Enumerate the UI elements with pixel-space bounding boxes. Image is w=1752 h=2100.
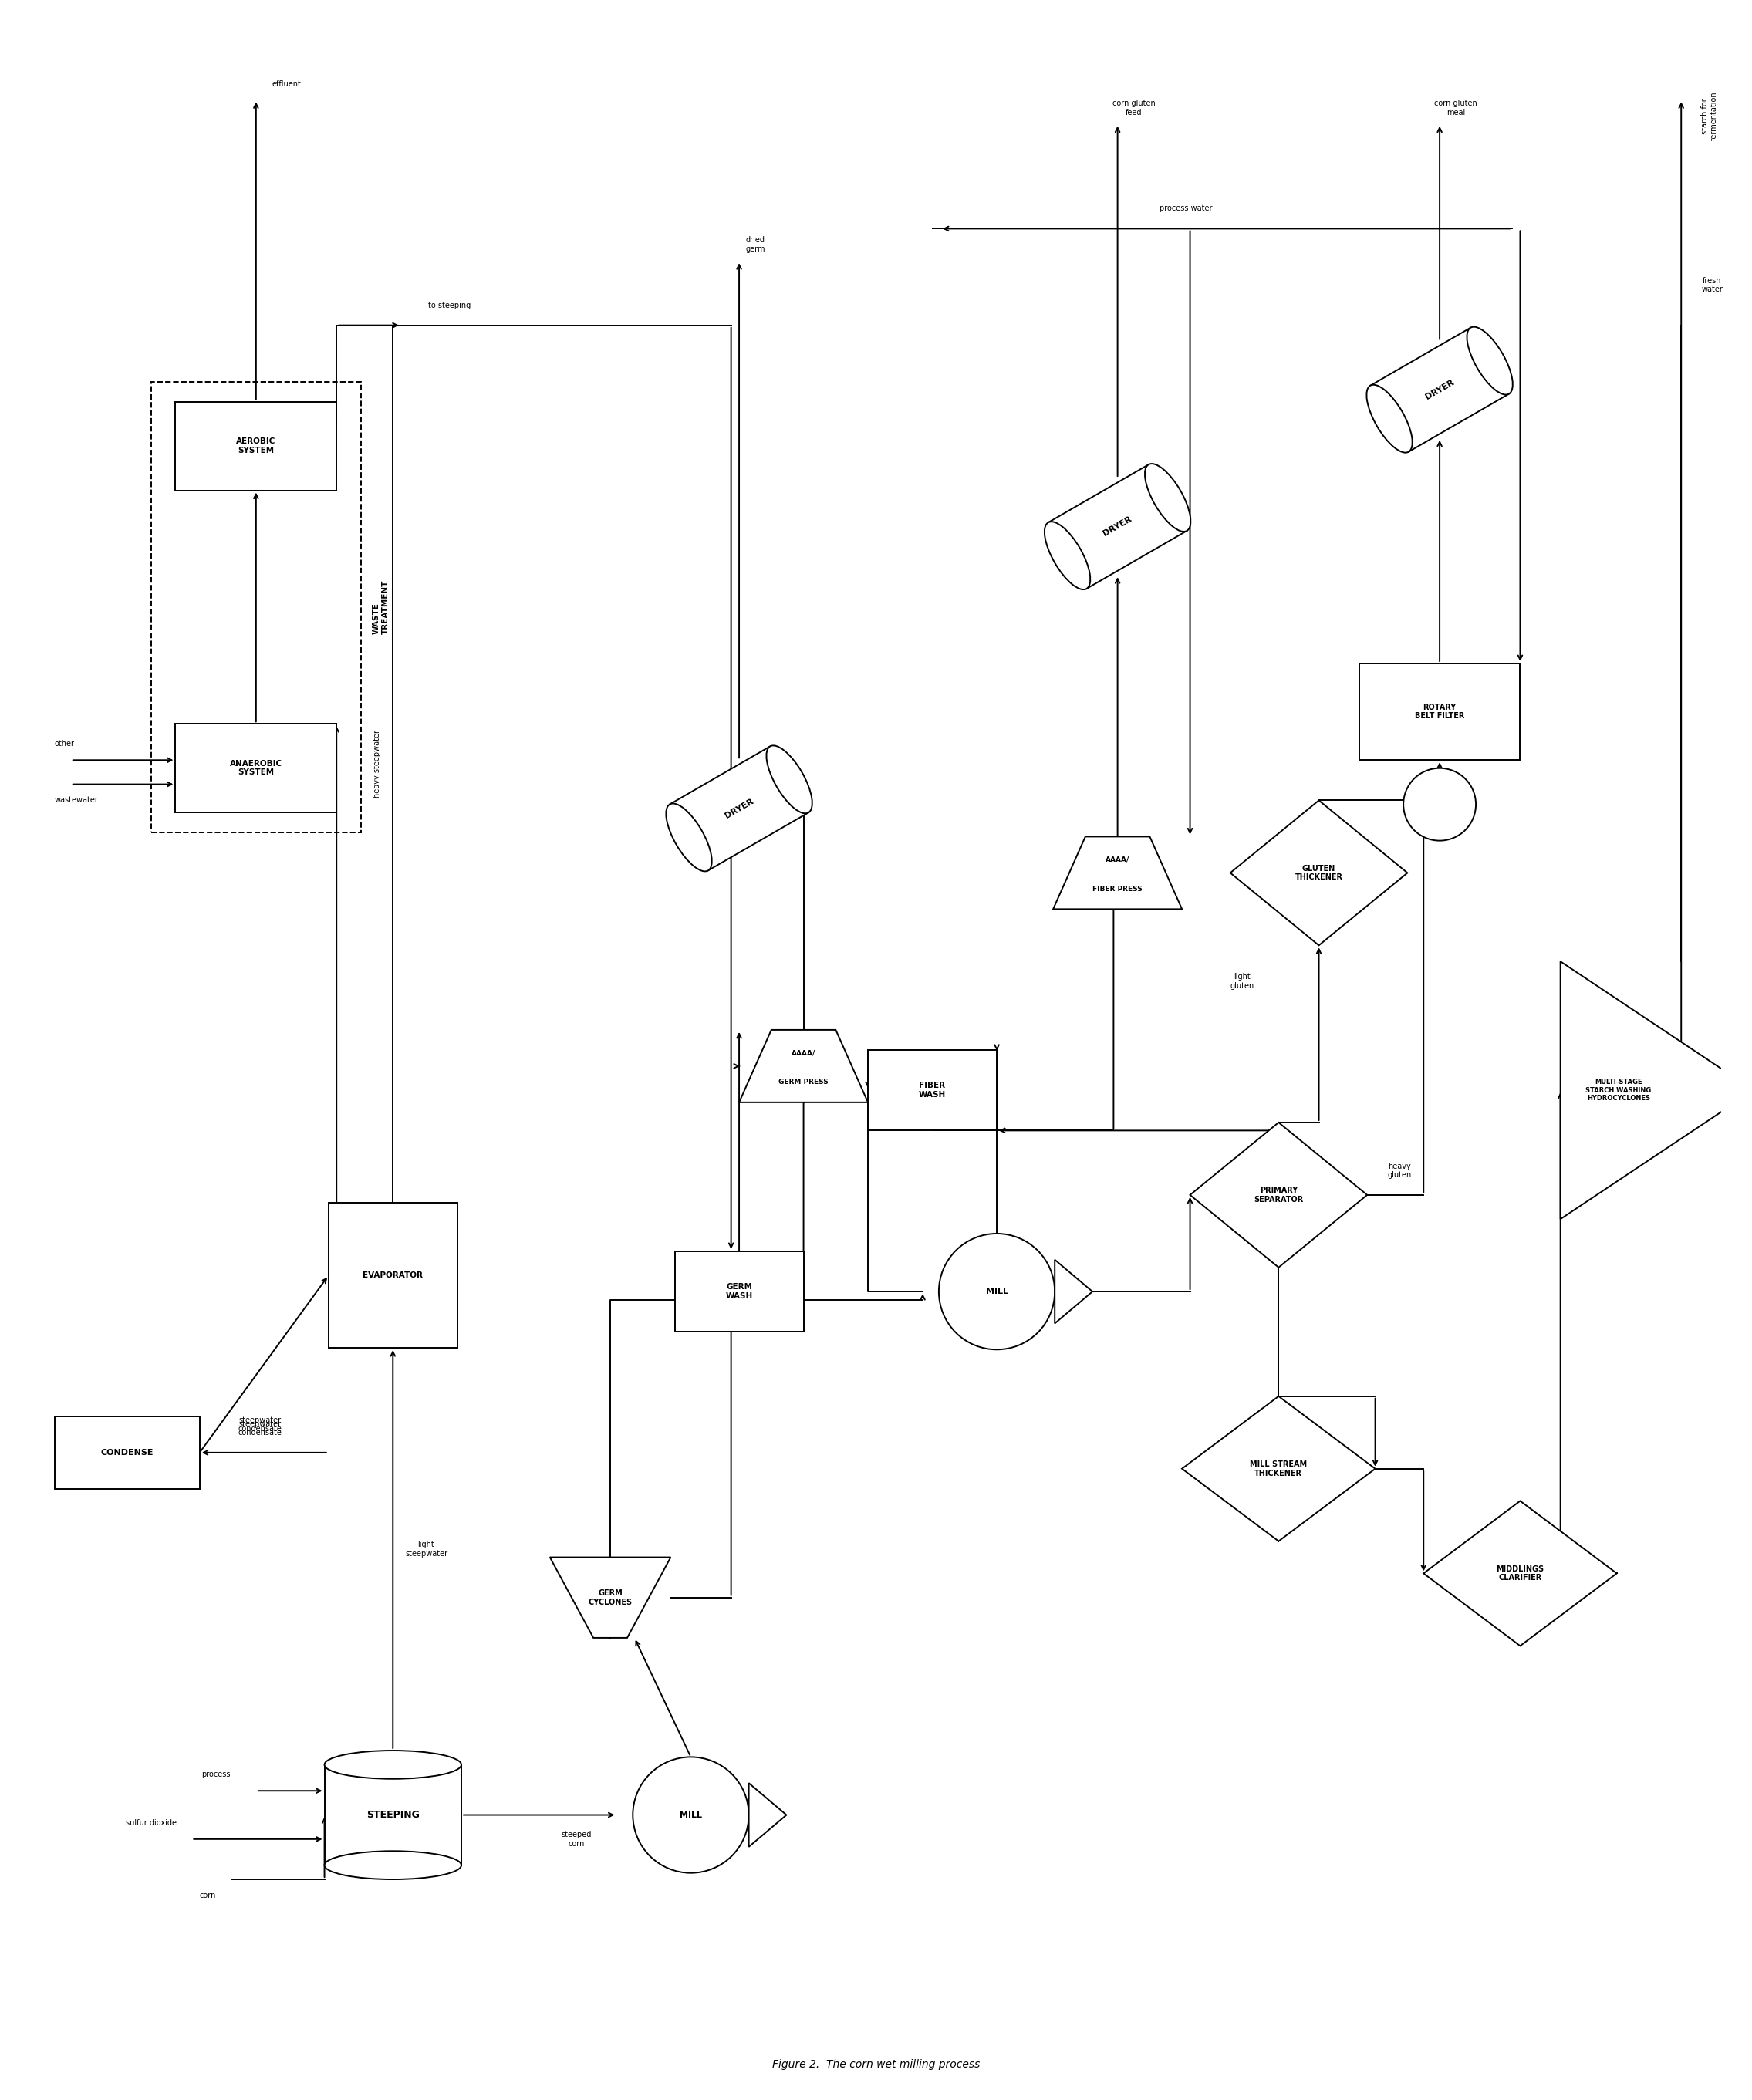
Text: EVAPORATOR: EVAPORATOR: [363, 1273, 422, 1279]
Text: dried
germ: dried germ: [745, 237, 766, 254]
Text: steeped
corn: steeped corn: [561, 1831, 590, 1848]
Text: steepwater
condensate: steepwater condensate: [238, 1415, 282, 1432]
Bar: [867, 1050, 997, 1130]
Ellipse shape: [1367, 384, 1412, 454]
Text: MIDDLINGS
CLARIFIER: MIDDLINGS CLARIFIER: [1496, 1564, 1544, 1581]
Polygon shape: [748, 1783, 787, 1846]
Bar: [324, 1764, 461, 1865]
Text: FIBER
WASH: FIBER WASH: [918, 1082, 946, 1098]
Polygon shape: [550, 1558, 671, 1638]
Bar: [1360, 664, 1521, 760]
Bar: [54, 1415, 200, 1489]
Text: AAAA/: AAAA/: [792, 1050, 816, 1056]
Text: process: process: [201, 1770, 230, 1779]
Text: heavy steepwater: heavy steepwater: [373, 731, 380, 798]
Polygon shape: [1055, 1260, 1093, 1323]
Bar: [669, 745, 808, 871]
Polygon shape: [1190, 1124, 1367, 1268]
Polygon shape: [1561, 962, 1752, 1220]
Text: FIBER PRESS: FIBER PRESS: [1093, 886, 1142, 892]
Bar: [1370, 328, 1508, 452]
Text: GERM PRESS: GERM PRESS: [778, 1079, 829, 1086]
Ellipse shape: [1466, 328, 1512, 395]
Ellipse shape: [1144, 464, 1191, 531]
Text: fresh
water: fresh water: [1701, 277, 1722, 294]
Text: DRYER: DRYER: [1424, 378, 1456, 401]
Circle shape: [632, 1758, 748, 1873]
Polygon shape: [1230, 800, 1407, 945]
Bar: [175, 724, 336, 813]
Ellipse shape: [666, 804, 711, 872]
Text: AEROBIC
SYSTEM: AEROBIC SYSTEM: [237, 437, 275, 454]
Text: GERM
CYCLONES: GERM CYCLONES: [589, 1590, 632, 1606]
Text: starch for
fermentation: starch for fermentation: [1701, 92, 1719, 141]
Ellipse shape: [766, 745, 813, 813]
Polygon shape: [1053, 836, 1183, 909]
Ellipse shape: [324, 1751, 461, 1779]
Bar: [1048, 464, 1186, 588]
Text: MULTI-STAGE
STARCH WASHING
HYDROCYCLONES: MULTI-STAGE STARCH WASHING HYDROCYCLONES: [1586, 1079, 1652, 1102]
Text: PRIMARY
SEPARATOR: PRIMARY SEPARATOR: [1254, 1186, 1303, 1203]
Text: DRYER: DRYER: [1102, 514, 1134, 538]
Bar: [675, 1252, 804, 1331]
Text: Figure 2.  The corn wet milling process: Figure 2. The corn wet milling process: [773, 2060, 979, 2071]
Text: GLUTEN
THICKENER: GLUTEN THICKENER: [1295, 865, 1342, 882]
Text: AAAA/: AAAA/: [1106, 857, 1130, 863]
Text: MILL: MILL: [986, 1287, 1007, 1296]
Text: wastewater: wastewater: [54, 796, 98, 804]
Text: light
steepwater: light steepwater: [405, 1541, 447, 1558]
Text: corn: corn: [200, 1892, 215, 1898]
Text: MILL STREAM
THICKENER: MILL STREAM THICKENER: [1249, 1460, 1307, 1476]
Text: heavy
gluten: heavy gluten: [1388, 1163, 1412, 1178]
Circle shape: [1403, 769, 1475, 840]
Circle shape: [939, 1233, 1055, 1350]
Text: steepwater
condensate: steepwater condensate: [238, 1420, 282, 1436]
Text: ANAEROBIC
SYSTEM: ANAEROBIC SYSTEM: [230, 760, 282, 777]
Polygon shape: [1183, 1396, 1375, 1541]
Text: effluent: effluent: [272, 80, 301, 88]
Text: sulfur dioxide: sulfur dioxide: [126, 1819, 177, 1827]
Text: process water: process water: [1160, 204, 1212, 212]
Text: MILL: MILL: [680, 1810, 703, 1819]
Bar: [175, 401, 336, 491]
Polygon shape: [1424, 1502, 1617, 1646]
Bar: [328, 1203, 457, 1348]
Bar: [151, 382, 361, 832]
Text: other: other: [54, 739, 75, 748]
Ellipse shape: [1044, 521, 1090, 590]
Text: corn gluten
feed: corn gluten feed: [1113, 99, 1155, 116]
Text: STEEPING: STEEPING: [366, 1810, 419, 1821]
Polygon shape: [739, 1029, 867, 1102]
Text: ROTARY
BELT FILTER: ROTARY BELT FILTER: [1416, 704, 1465, 720]
Text: corn gluten
meal: corn gluten meal: [1435, 99, 1477, 116]
Text: to steeping: to steeping: [427, 300, 471, 309]
Text: light
gluten: light gluten: [1230, 972, 1254, 989]
Ellipse shape: [324, 1850, 461, 1880]
Text: WASTE
TREATMENT: WASTE TREATMENT: [373, 580, 389, 634]
Text: DRYER: DRYER: [724, 798, 755, 819]
Text: GERM
WASH: GERM WASH: [725, 1283, 753, 1300]
Text: CONDENSE: CONDENSE: [102, 1449, 154, 1457]
